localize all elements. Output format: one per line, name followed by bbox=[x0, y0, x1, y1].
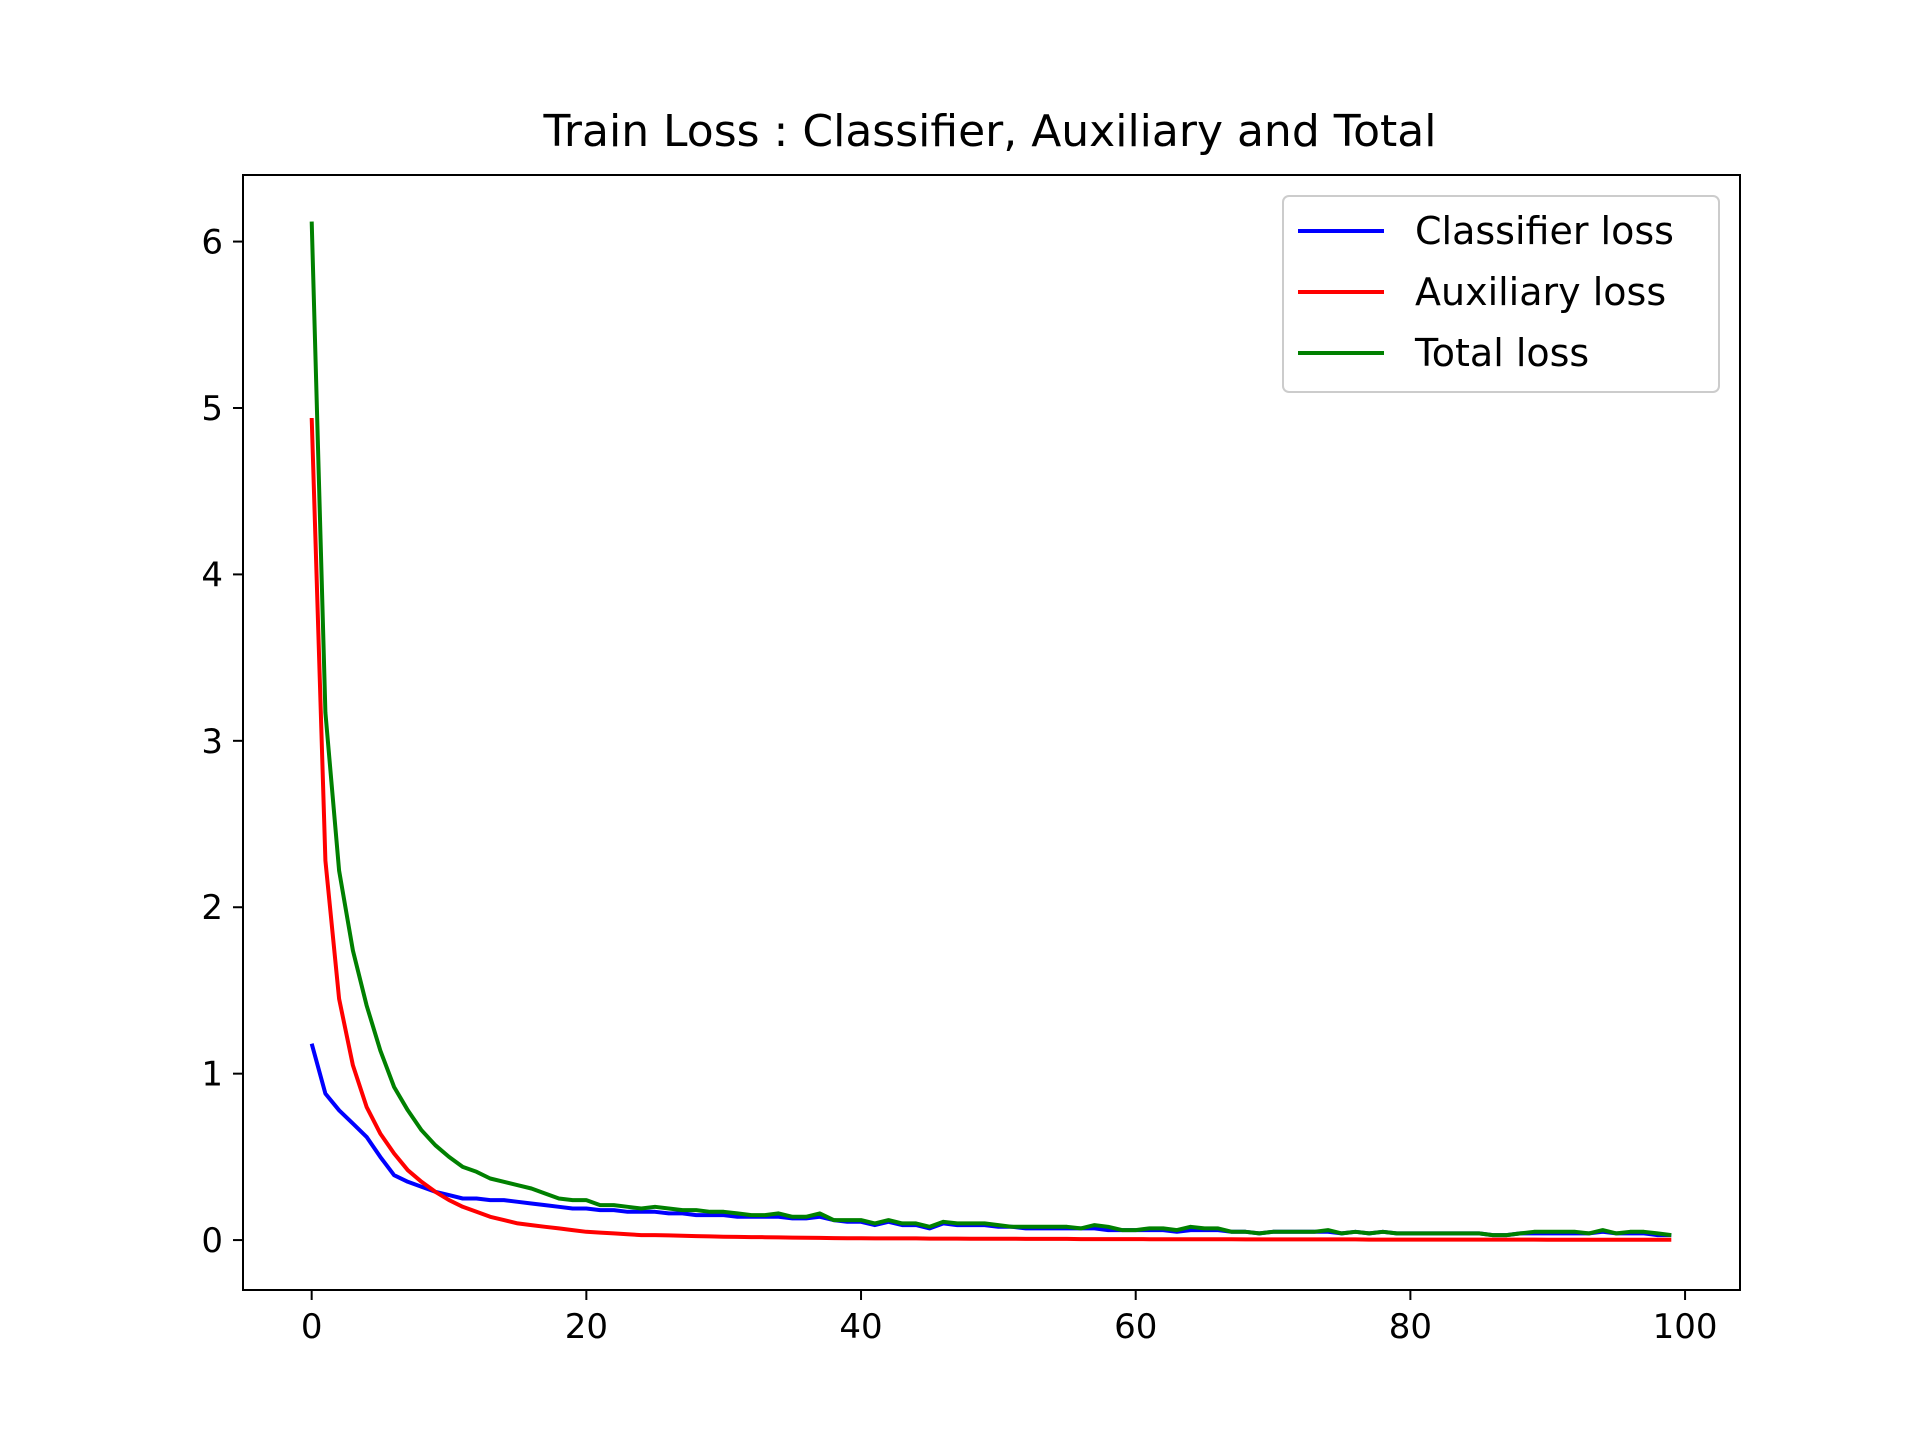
series-layer bbox=[309, 221, 1672, 1242]
x-tick-label: 60 bbox=[1114, 1307, 1157, 1347]
chart-title: Train Loss : Classifier, Auxiliary and T… bbox=[543, 106, 1437, 157]
legend-label-total-loss: Total loss bbox=[1414, 331, 1589, 375]
x-tick-label: 40 bbox=[839, 1307, 882, 1347]
y-tick-label: 2 bbox=[201, 888, 223, 928]
legend-box bbox=[1282, 195, 1720, 393]
legend-label-classifier-loss: Classifier loss bbox=[1415, 209, 1674, 253]
x-tick-label: 20 bbox=[565, 1307, 608, 1347]
y-tick-label: 3 bbox=[201, 722, 223, 762]
y-tick-label: 1 bbox=[201, 1055, 223, 1095]
y-axis: 0 1 2 3 4 5 6 bbox=[201, 223, 243, 1261]
x-tick-label: 80 bbox=[1389, 1307, 1432, 1347]
series-line-total-loss bbox=[309, 221, 1672, 1238]
legend-label-auxiliary-loss: Auxiliary loss bbox=[1415, 270, 1666, 314]
y-tick-label: 4 bbox=[201, 555, 223, 595]
y-tick-label: 5 bbox=[201, 389, 223, 429]
x-tick-label: 100 bbox=[1653, 1307, 1718, 1347]
legend: Classifier loss Auxiliary loss Total loss bbox=[1282, 195, 1720, 393]
series-line-auxiliary-loss bbox=[309, 417, 1672, 1242]
y-tick-label: 6 bbox=[201, 223, 223, 263]
x-axis: 0 20 40 60 80 100 bbox=[301, 1290, 1718, 1347]
plot-frame bbox=[242, 174, 1741, 1291]
x-tick-label: 0 bbox=[301, 1307, 323, 1347]
y-tick-label: 0 bbox=[201, 1221, 223, 1261]
